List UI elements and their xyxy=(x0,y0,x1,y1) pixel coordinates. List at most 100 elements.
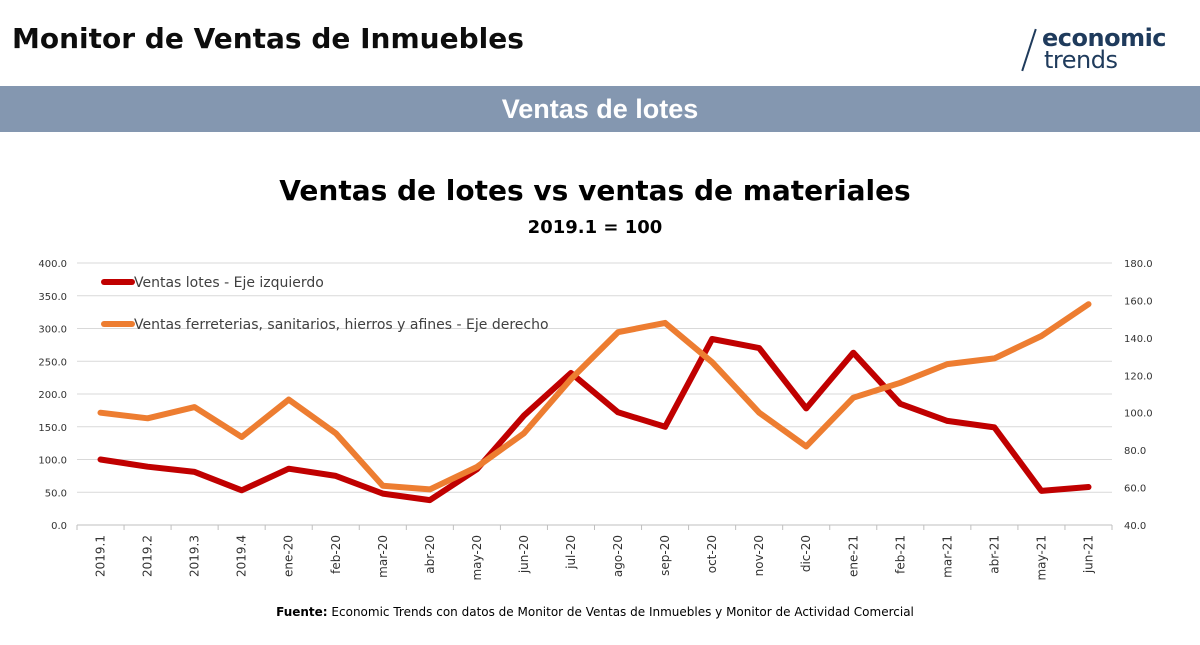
data-point xyxy=(99,458,103,461)
data-point xyxy=(428,498,432,502)
x-tick-label: jul-20 xyxy=(564,535,578,570)
data-point xyxy=(851,351,855,355)
data-point xyxy=(616,410,620,414)
data-point xyxy=(146,465,150,469)
chart-subtitle: 2019.1 = 100 xyxy=(527,217,663,238)
data-point xyxy=(522,431,526,435)
data-point xyxy=(99,411,103,415)
chart-series xyxy=(97,301,1092,504)
data-point xyxy=(569,377,573,381)
x-tick-label: mar-20 xyxy=(376,535,390,578)
x-tick-label: ago-20 xyxy=(611,535,625,577)
data-point xyxy=(193,470,197,474)
data-point xyxy=(804,406,808,410)
y-left-tick-label: 200.0 xyxy=(38,390,67,401)
data-point xyxy=(757,411,761,415)
data-point xyxy=(898,402,902,406)
chart-legend: Ventas lotes - Eje izquierdo Ventas ferre… xyxy=(101,275,549,333)
x-tick-label: abr-21 xyxy=(987,535,1001,574)
legend-label: Ventas ferreterias, sanitarios, hierros … xyxy=(134,317,549,333)
y-right-tick-label: 80.0 xyxy=(1124,446,1146,457)
y-left-tick-label: 300.0 xyxy=(38,325,67,336)
y-left-tick-label: 100.0 xyxy=(38,456,67,467)
section-title: Ventas de lotes xyxy=(501,93,699,124)
economic-trends-logo: economic trends xyxy=(1021,24,1192,74)
x-tick-label: feb-21 xyxy=(893,535,907,574)
source-text: Economic Trends con datos de Monitor de … xyxy=(331,605,914,619)
data-point xyxy=(663,425,667,429)
source-note: Fuente: Economic Trends con datos de Mon… xyxy=(0,605,1190,619)
logo-word-economic: economic xyxy=(1042,24,1167,52)
x-tick-label: ene-21 xyxy=(846,535,860,577)
x-tick-label: 2019.1 xyxy=(94,535,108,577)
logo-word-trends: trends xyxy=(1044,46,1118,74)
source-label: Fuente: xyxy=(276,605,328,619)
x-tick-label: mar-21 xyxy=(940,535,954,578)
x-tick-label: 2019.3 xyxy=(188,535,202,577)
data-point xyxy=(569,371,573,375)
data-point xyxy=(146,416,150,420)
data-point xyxy=(522,414,526,418)
data-point xyxy=(992,356,996,360)
y-axis-right: 40.0 60.0 80.0 100.0 120.0 140.0 160.0 180.0 xyxy=(1124,259,1153,532)
data-point xyxy=(287,467,291,471)
y-left-tick-label: 350.0 xyxy=(38,292,67,303)
x-tick-label: nov-20 xyxy=(752,535,766,576)
data-point xyxy=(757,346,761,350)
data-point xyxy=(240,488,244,492)
y-left-tick-label: 400.0 xyxy=(38,259,67,270)
data-point xyxy=(334,431,338,435)
data-point xyxy=(663,321,667,325)
y-left-tick-label: 250.0 xyxy=(38,357,67,368)
x-tick-label: may-21 xyxy=(1034,535,1048,581)
x-tick-label: 2019.2 xyxy=(141,535,155,577)
legend-label: Ventas lotes - Eje izquierdo xyxy=(134,275,324,291)
y-right-tick-label: 180.0 xyxy=(1124,259,1153,270)
y-left-tick-label: 50.0 xyxy=(45,488,67,499)
series-line-ventas-lotes xyxy=(97,336,1092,504)
y-right-tick-label: 40.0 xyxy=(1124,521,1146,532)
data-point xyxy=(1086,302,1090,306)
x-tick-label: feb-20 xyxy=(329,535,343,574)
y-right-tick-label: 60.0 xyxy=(1124,484,1146,495)
data-point xyxy=(334,474,338,478)
y-right-tick-label: 120.0 xyxy=(1124,371,1153,382)
x-tick-label: 2019.4 xyxy=(235,535,249,577)
data-point xyxy=(428,487,432,491)
x-axis: 2019.1 2019.2 2019.3 2019.4 ene-20 feb-20 mar-… xyxy=(76,525,1113,581)
x-tick-label: oct-20 xyxy=(705,535,719,573)
data-point xyxy=(381,484,385,488)
data-point xyxy=(240,435,244,439)
y-right-tick-label: 140.0 xyxy=(1124,334,1153,345)
y-right-tick-label: 100.0 xyxy=(1124,409,1153,420)
data-point xyxy=(1086,485,1090,489)
data-point xyxy=(1039,489,1043,493)
data-point xyxy=(381,492,385,496)
x-tick-label: may-20 xyxy=(470,535,484,581)
y-left-tick-label: 0.0 xyxy=(51,521,67,532)
y-left-tick-label: 150.0 xyxy=(38,423,67,434)
data-point xyxy=(804,444,808,448)
data-point xyxy=(616,330,620,334)
x-tick-label: ene-20 xyxy=(282,535,296,577)
page-title: Monitor de Ventas de Inmuebles xyxy=(12,22,524,55)
x-tick-label: abr-20 xyxy=(423,535,437,574)
y-axis-left: 0.0 50.0 100.0 150.0 200.0 250.0 300.0 350.0 400… xyxy=(38,259,67,532)
data-point xyxy=(851,396,855,400)
data-point xyxy=(945,362,949,366)
data-point xyxy=(945,419,949,423)
x-tick-label: dic-20 xyxy=(799,535,813,572)
x-tick-label: jun-20 xyxy=(517,535,531,574)
data-point xyxy=(992,425,996,429)
data-point xyxy=(710,337,714,341)
chart-title: Ventas de lotes vs ventas de materiales xyxy=(279,174,911,207)
data-point xyxy=(287,398,291,402)
data-point xyxy=(475,465,479,469)
x-tick-label: jun-21 xyxy=(1081,535,1095,574)
x-tick-label: sep-20 xyxy=(658,535,672,576)
data-point xyxy=(193,405,197,409)
y-right-tick-label: 160.0 xyxy=(1124,296,1153,307)
series-line-ventas-materiales xyxy=(97,301,1092,493)
data-point xyxy=(1039,334,1043,338)
